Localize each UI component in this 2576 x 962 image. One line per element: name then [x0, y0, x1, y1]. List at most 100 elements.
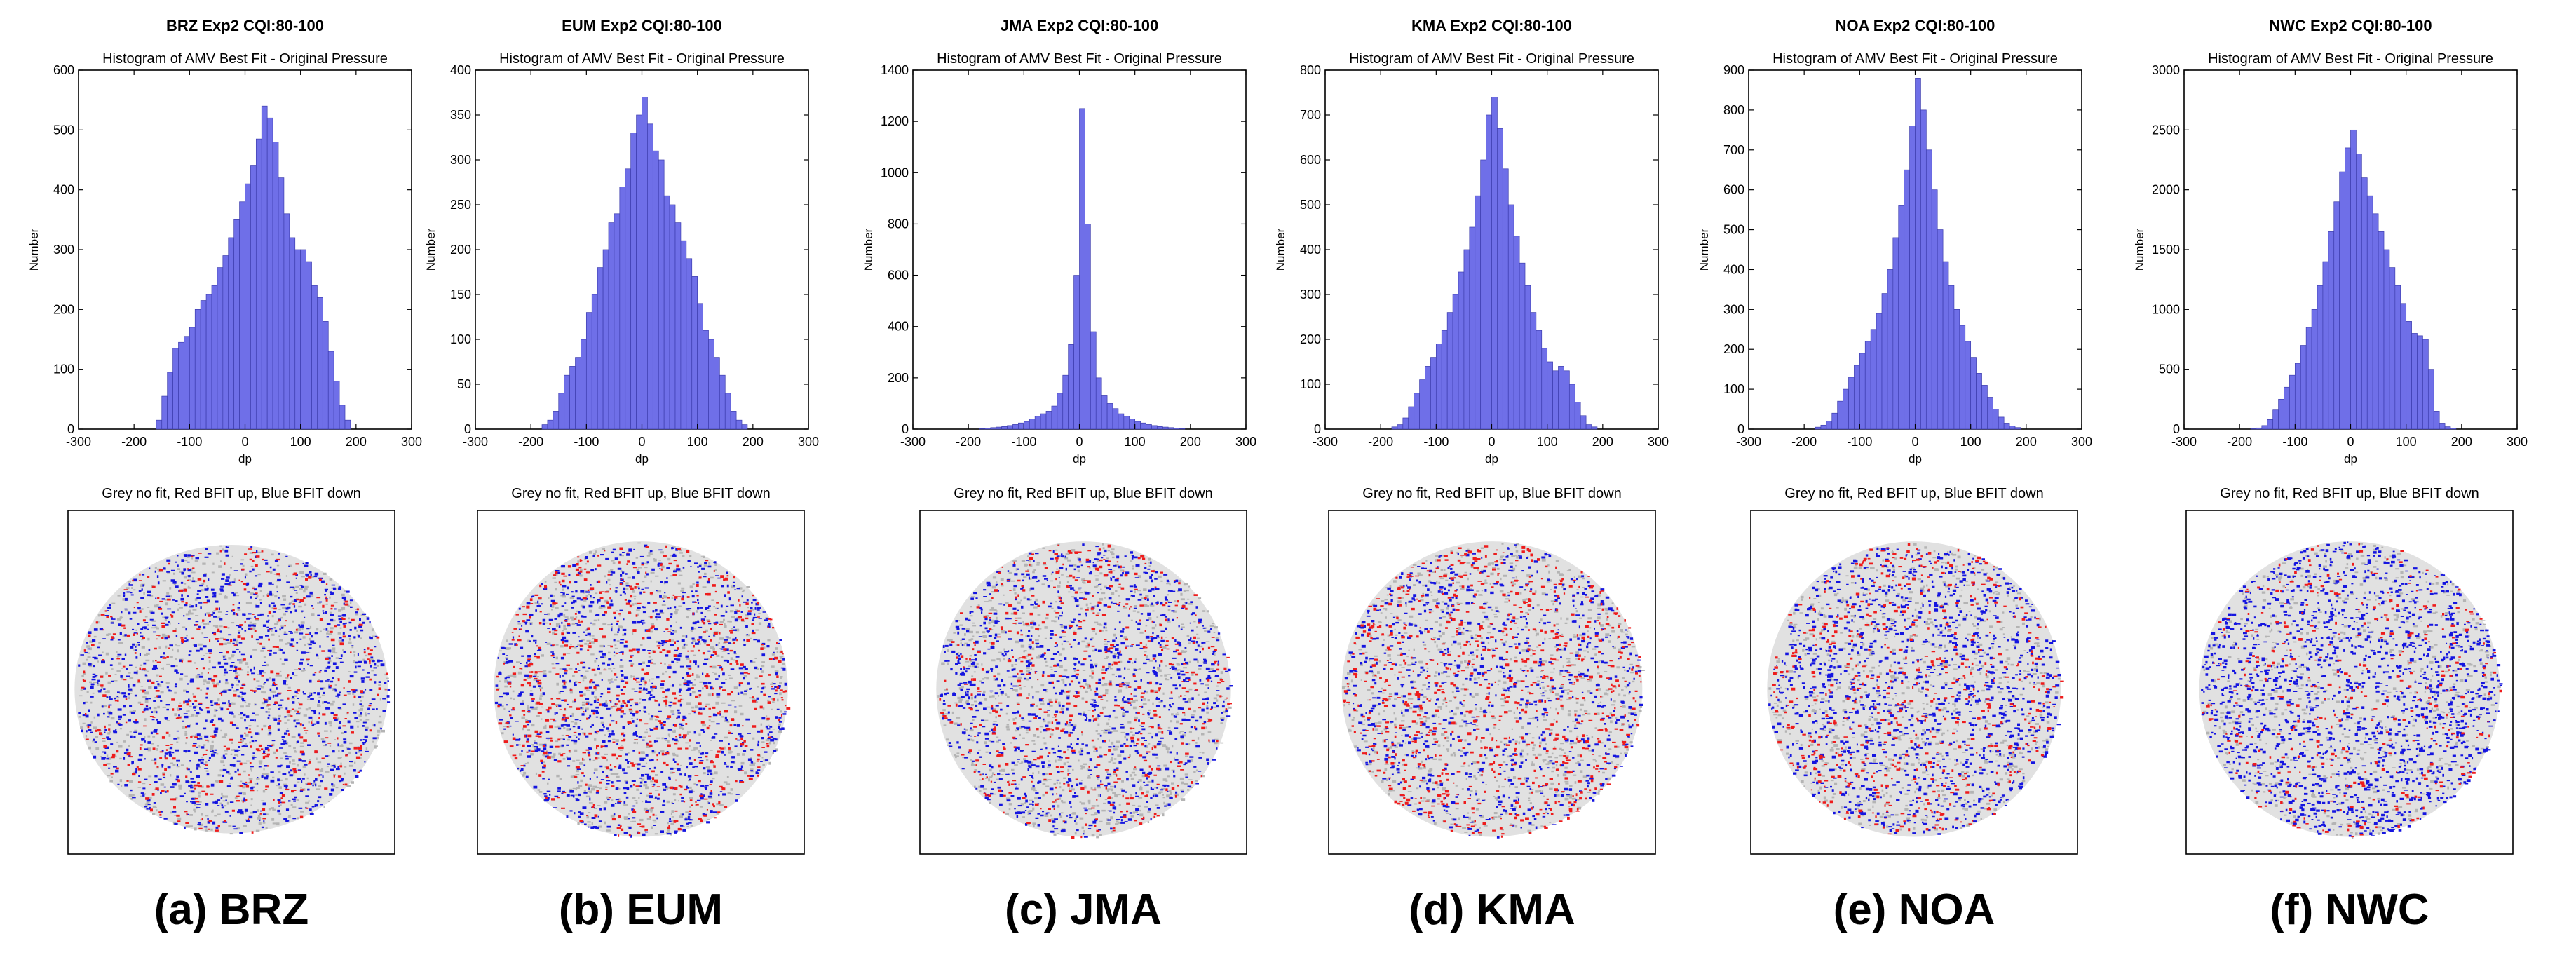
histogram-bar — [1018, 422, 1024, 430]
histogram-bar — [575, 357, 581, 430]
histogram-bar — [1106, 403, 1113, 430]
histogram-bar — [1179, 428, 1186, 430]
y-tick-label: 300 — [1723, 302, 1744, 316]
y-tick-label: 100 — [1300, 377, 1321, 391]
bfit-up-points — [81, 548, 388, 834]
histogram-bar — [1452, 294, 1459, 430]
histogram-bar — [261, 105, 268, 430]
panel-header: NOA Exp2 CQI:80-100 — [1836, 17, 1995, 34]
histogram-bar — [1564, 370, 1570, 430]
histogram-bar — [1931, 189, 1938, 430]
histogram-bar — [1965, 341, 1972, 430]
y-tick-label: 400 — [1723, 262, 1744, 276]
histogram-bar — [1580, 415, 1587, 430]
histogram-bar — [719, 374, 726, 430]
histogram-bar — [686, 258, 693, 430]
histogram-bar — [1831, 412, 1838, 430]
map-title: Grey no fit, Red BFIT up, Blue BFIT down — [954, 486, 1212, 501]
panel-f: NWC Exp2 CQI:80-100 Histogram of AMV Best… — [2133, 17, 2528, 934]
panel-caption: (b) EUM — [559, 886, 723, 934]
y-tick-label: 200 — [450, 243, 471, 257]
x-tick-label: 300 — [1648, 435, 1669, 449]
y-tick-label: 200 — [888, 371, 909, 385]
y-tick-label: 1000 — [2152, 302, 2180, 316]
histogram-bar — [245, 183, 251, 430]
histogram-bar — [1519, 262, 1526, 430]
histogram-title: Histogram of AMV Best Fit - Original Pre… — [1349, 51, 1634, 67]
histogram-bar — [1079, 108, 1085, 430]
histogram-bar — [642, 97, 648, 430]
x-tick-label: 0 — [1911, 435, 1918, 449]
histogram-bar — [630, 133, 637, 430]
histogram-bar — [184, 336, 190, 430]
y-axis-label: Number — [2133, 228, 2146, 271]
histogram-bar — [1826, 421, 1833, 430]
histogram-title: Histogram of AMV Best Fit - Original Pre… — [1772, 51, 2058, 67]
coastline — [192, 648, 283, 689]
y-tick-label: 500 — [1723, 223, 1744, 237]
panel-header: JMA Exp2 CQI:80-100 — [1001, 17, 1158, 34]
y-axis-label: Number — [27, 228, 41, 271]
histogram-bar — [1419, 379, 1425, 430]
histogram-bar — [339, 405, 346, 430]
histogram-bar — [674, 222, 682, 430]
y-tick-label: 3000 — [2152, 63, 2180, 77]
coastline — [81, 552, 134, 621]
panel-header: KMA Exp2 CQI:80-100 — [1411, 17, 1572, 34]
histogram-bar — [2450, 428, 2457, 430]
histogram-bar — [1162, 426, 1169, 430]
no-fit-points — [937, 543, 1232, 839]
histogram-bar — [1129, 419, 1136, 430]
histogram-bar — [266, 117, 273, 430]
coastline — [1453, 648, 1544, 689]
histogram-bar — [1134, 421, 1141, 430]
histogram-bar — [541, 424, 548, 430]
histogram-bar — [200, 300, 207, 430]
x-axis-label: dp — [635, 452, 649, 466]
histogram-bar — [647, 123, 653, 430]
x-tick-label: 300 — [798, 435, 819, 449]
histogram-bar — [278, 177, 285, 430]
y-tick-label: 400 — [888, 320, 909, 334]
map-plot — [2185, 510, 2514, 855]
map-title: Grey no fit, Red BFIT up, Blue BFIT down — [511, 486, 770, 501]
histogram-bar — [1435, 344, 1442, 430]
x-tick-label: 200 — [743, 435, 764, 449]
histogram-bar — [1820, 424, 1827, 430]
histogram-bar — [1998, 416, 2005, 430]
no-fit-points — [78, 545, 389, 835]
histogram-bar — [697, 303, 703, 430]
panel-e: NOA Exp2 CQI:80-100 Histogram of AMV Best… — [1697, 17, 2092, 934]
coastline — [1342, 552, 1395, 621]
histogram-bar — [1045, 411, 1052, 430]
x-tick-label: -300 — [66, 435, 91, 449]
histogram-bar — [1486, 114, 1492, 430]
histogram-bar — [1513, 236, 1520, 430]
histogram-bar — [652, 150, 659, 430]
histogram-bar — [1051, 405, 1058, 430]
histogram-bar — [272, 142, 279, 430]
histogram-bar — [311, 285, 318, 430]
histogram-bar — [1146, 424, 1152, 430]
histogram-bar — [1156, 426, 1163, 430]
histogram-bar — [1864, 341, 1871, 430]
histogram-bar — [2400, 303, 2407, 430]
histogram-bar — [564, 374, 570, 430]
y-tick-label: 500 — [53, 123, 74, 137]
histogram-bar — [1090, 331, 1097, 430]
histogram-bar — [317, 297, 323, 430]
histogram-bar — [1568, 384, 1575, 430]
histogram-bar — [730, 411, 737, 430]
y-axis-label: Number — [862, 228, 875, 271]
panel-caption: (c) JMA — [1005, 886, 1162, 934]
y-tick-label: 1500 — [2152, 243, 2180, 257]
y-tick-label: 500 — [2159, 363, 2180, 377]
x-tick-label: 100 — [1125, 435, 1146, 449]
y-tick-label: 200 — [53, 302, 74, 316]
histogram-bar — [2444, 426, 2451, 430]
histogram-bar — [581, 339, 587, 430]
histogram-bar — [1502, 168, 1509, 430]
x-tick-label: 0 — [1076, 435, 1083, 449]
map-frame — [919, 510, 1247, 855]
histogram-bar — [614, 213, 621, 430]
